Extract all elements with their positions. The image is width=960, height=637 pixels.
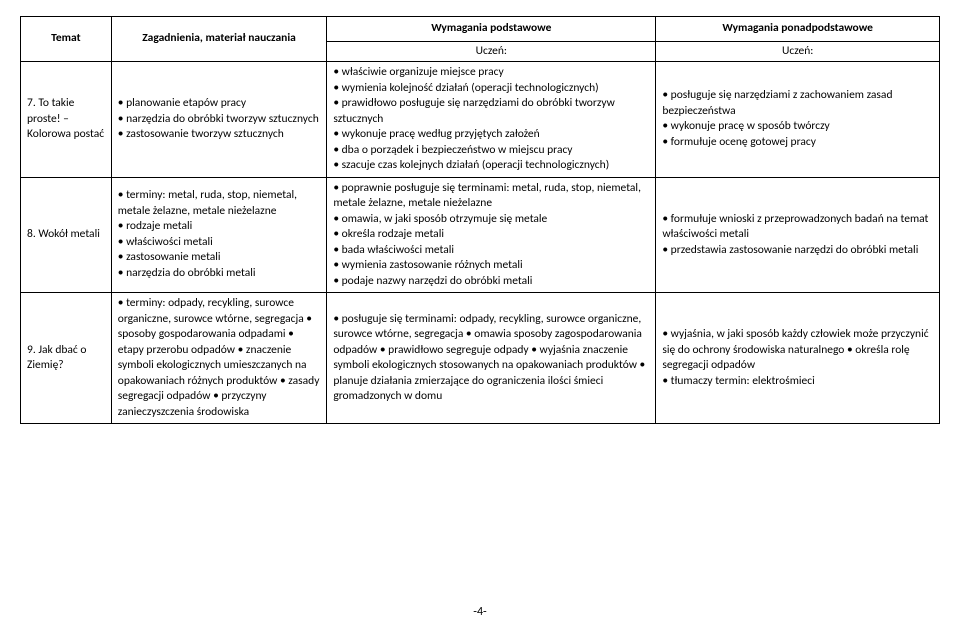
cell-topic: 7. To takie proste! – Kolorowa postać	[21, 62, 112, 178]
header-topic: Temat	[21, 17, 112, 62]
table-row: 8. Wokół metali • terminy: metal, ruda, …	[21, 177, 940, 293]
cell-extended: • formułuje wnioski z przeprowadzonych b…	[656, 177, 940, 293]
cell-extended: • wyjaśnia, w jaki sposób każdy człowiek…	[656, 293, 940, 424]
cell-topic: 8. Wokół metali	[21, 177, 112, 293]
cell-issues: • terminy: odpady, recykling, surowce or…	[111, 293, 327, 424]
cell-basic: • właściwie organizuje miejsce pracy • w…	[327, 62, 656, 178]
table-row: 7. To takie proste! – Kolorowa postać • …	[21, 62, 940, 178]
table-row: 9. Jak dbać o Ziemię? • terminy: odpady,…	[21, 293, 940, 424]
cell-topic: 9. Jak dbać o Ziemię?	[21, 293, 112, 424]
header-issues: Zagadnienia, materiał nauczania	[111, 17, 327, 62]
cell-issues: • terminy: metal, ruda, stop, niemetal, …	[111, 177, 327, 293]
cell-issues: • planowanie etapów pracy • narzędzia do…	[111, 62, 327, 178]
cell-extended: • posługuje się narzędziami z zachowanie…	[656, 62, 940, 178]
header-extended: Wymagania ponadpodstawowe	[656, 17, 940, 42]
cell-basic: • poprawnie posługuje się terminami: met…	[327, 177, 656, 293]
cell-basic: • posługuje się terminami: odpady, recyk…	[327, 293, 656, 424]
header-basic: Wymagania podstawowe	[327, 17, 656, 42]
header-student-basic: Uczeń:	[327, 41, 656, 62]
curriculum-table: Temat Zagadnienia, materiał nauczania Wy…	[20, 16, 940, 424]
page-number: -4-	[20, 604, 940, 620]
header-student-extended: Uczeń:	[656, 41, 940, 62]
table-body: 7. To takie proste! – Kolorowa postać • …	[21, 62, 940, 424]
